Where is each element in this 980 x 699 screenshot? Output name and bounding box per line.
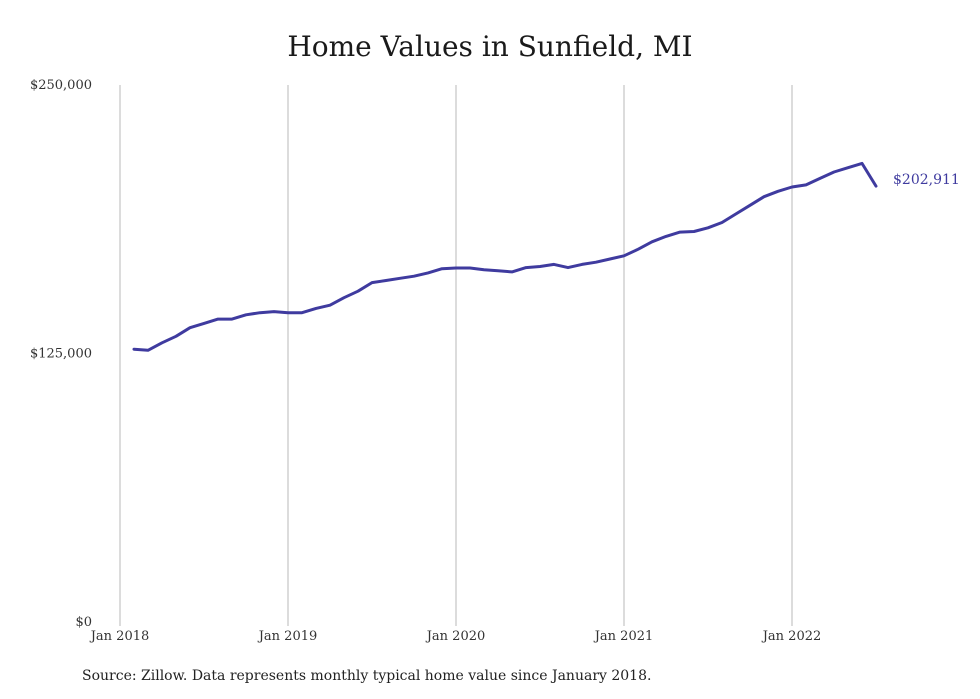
x-tick-label: Jan 2021: [593, 629, 654, 644]
y-axis-ticks: $0 $125,000 $250,000: [30, 78, 92, 630]
chart-title: Home Values in Sunfield, MI: [287, 30, 693, 63]
grid-lines: [119, 85, 793, 626]
source-note: Source: Zillow. Data represents monthly …: [82, 668, 652, 684]
x-tick-label: Jan 2019: [257, 629, 318, 644]
series-line: [132, 161, 878, 352]
x-tick-label: Jan 2020: [425, 629, 486, 644]
y-tick-label: $0: [75, 615, 92, 630]
x-axis-ticks: Jan 2018 Jan 2019 Jan 2020 Jan 2021 Jan 2022: [89, 629, 822, 644]
end-value-label: $202,911: [893, 172, 960, 188]
y-tick-label: $125,000: [30, 347, 92, 362]
x-tick-label: Jan 2018: [89, 629, 150, 644]
x-tick-label: Jan 2022: [761, 629, 822, 644]
y-tick-label: $250,000: [30, 78, 92, 93]
